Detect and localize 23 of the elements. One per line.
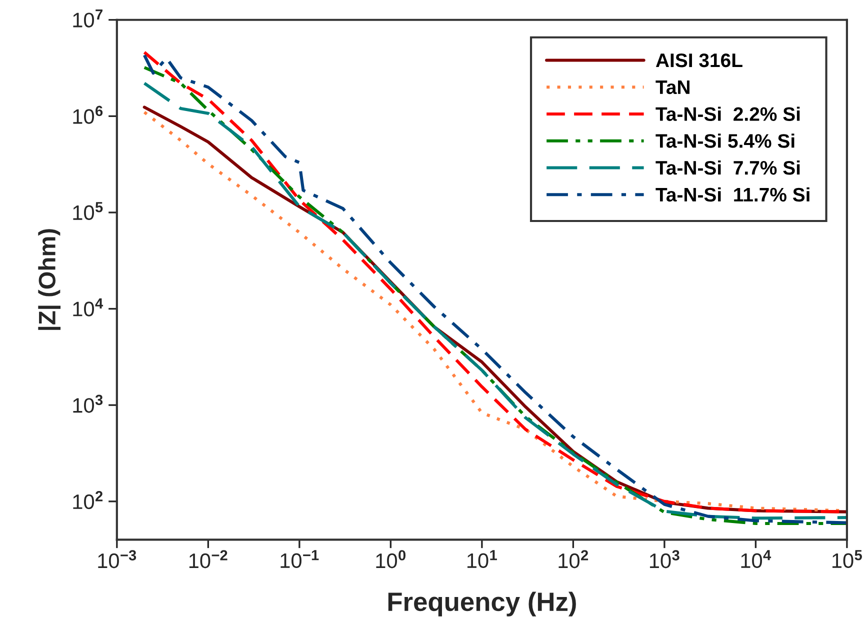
legend-label: AISI 316L: [656, 53, 742, 68]
legend-label: Ta-N-Si 5.4% Si: [656, 134, 794, 148]
x-tick-label: 10$^{−3}$: [98, 550, 136, 568]
x-tick-label: 10$^{1}$: [467, 550, 497, 568]
y-tick-label: 10$^{7}$: [73, 10, 102, 28]
y-tick-label: 10$^{6}$: [73, 106, 103, 124]
legend-label: Ta-N-Si 2.2% Si: [656, 106, 800, 121]
x-axis-title: Frequency (Hz): [388, 592, 576, 616]
x-tick-label: 10$^{3}$: [650, 550, 680, 568]
x-tick-label: 10$^{−1}$: [280, 550, 319, 568]
y-tick-label: 10$^{4}$: [73, 298, 104, 316]
legend-label: TaN: [656, 80, 690, 94]
x-tick-label: 10$^{0}$: [376, 550, 406, 568]
x-tick-label: 10$^{5}$: [832, 550, 862, 568]
x-tick-label: 10$^{4}$: [741, 550, 772, 568]
legend-label: Ta-N-Si 7.7% Si: [656, 160, 800, 175]
y-axis-title: |Z| (Ohm): [38, 229, 61, 330]
y-tick-label: 10$^{5}$: [73, 202, 103, 220]
x-tick-label: 10$^{2}$: [558, 550, 588, 568]
legend-label: Ta-N-Si 11.7% Si: [656, 187, 810, 202]
y-tick-label: 10$^{2}$: [73, 491, 103, 510]
y-tick-label: 10$^{3}$: [73, 394, 103, 413]
x-tick-label: 10$^{−2}$: [189, 550, 228, 568]
